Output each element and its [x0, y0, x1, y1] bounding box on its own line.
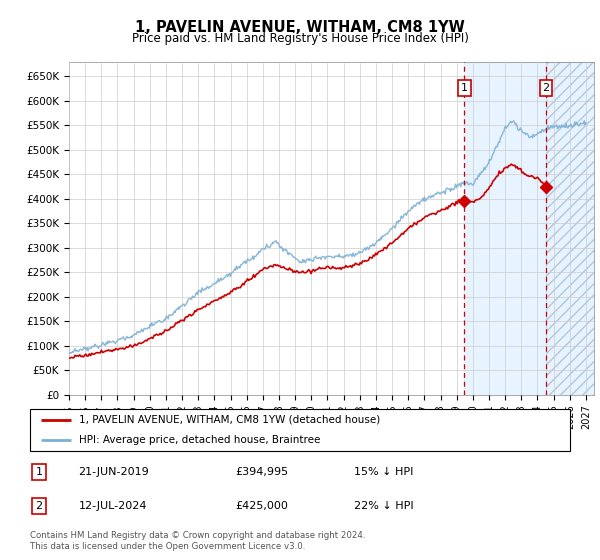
- Text: Contains HM Land Registry data © Crown copyright and database right 2024.: Contains HM Land Registry data © Crown c…: [30, 531, 365, 540]
- Bar: [464, 62, 594, 395]
- Text: Price paid vs. HM Land Registry's House Price Index (HPI): Price paid vs. HM Land Registry's House …: [131, 32, 469, 45]
- Text: 22% ↓ HPI: 22% ↓ HPI: [354, 501, 413, 511]
- Text: £425,000: £425,000: [235, 501, 288, 511]
- Text: 21-JUN-2019: 21-JUN-2019: [79, 466, 149, 477]
- Text: 2: 2: [542, 83, 550, 94]
- Bar: [546, 62, 594, 395]
- Text: 15% ↓ HPI: 15% ↓ HPI: [354, 466, 413, 477]
- Text: £394,995: £394,995: [235, 466, 289, 477]
- Text: 1: 1: [461, 83, 468, 94]
- Text: HPI: Average price, detached house, Braintree: HPI: Average price, detached house, Brai…: [79, 435, 320, 445]
- Text: 2: 2: [35, 501, 43, 511]
- Text: This data is licensed under the Open Government Licence v3.0.: This data is licensed under the Open Gov…: [30, 542, 305, 550]
- Text: 1: 1: [35, 466, 43, 477]
- Text: 1, PAVELIN AVENUE, WITHAM, CM8 1YW: 1, PAVELIN AVENUE, WITHAM, CM8 1YW: [135, 20, 465, 35]
- Text: 12-JUL-2024: 12-JUL-2024: [79, 501, 147, 511]
- Text: 1, PAVELIN AVENUE, WITHAM, CM8 1YW (detached house): 1, PAVELIN AVENUE, WITHAM, CM8 1YW (deta…: [79, 415, 380, 424]
